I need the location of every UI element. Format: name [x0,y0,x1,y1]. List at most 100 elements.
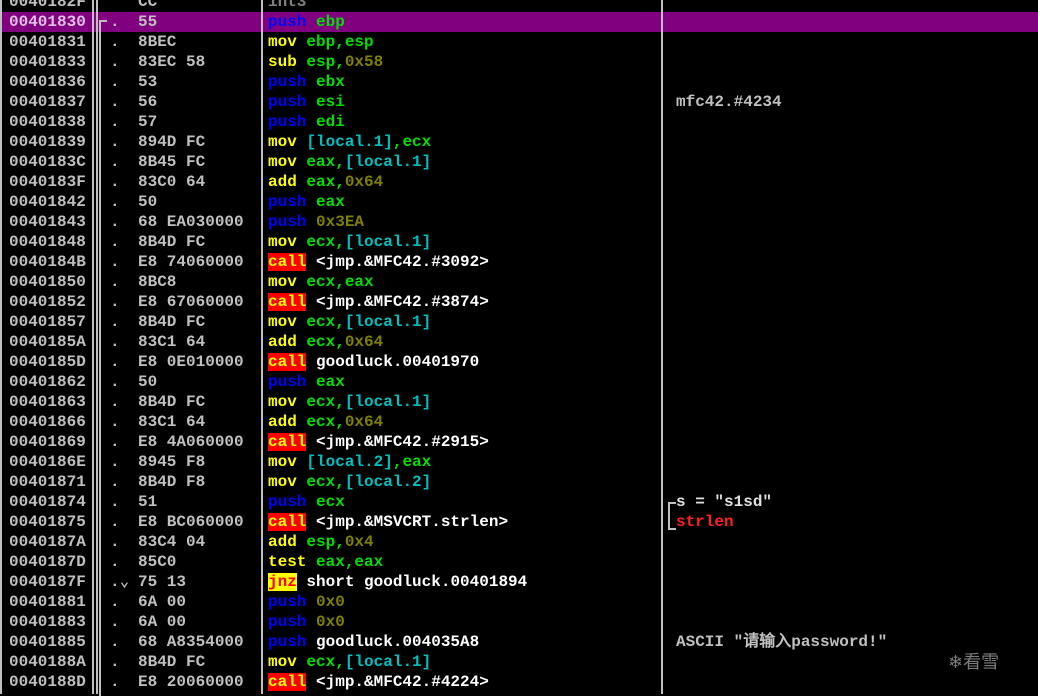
instruction-token: <jmp.&MSVCRT.strlen> [306,513,509,531]
address-cell: 00401838 [9,113,86,131]
hex-dump-cell: 83EC 58 [138,53,206,71]
column-separator-hex[interactable] [261,0,263,694]
table-row[interactable]: 00401866. 83C1 64 add ecx,0x64 [0,412,1038,432]
disassembly-cell: mov ecx,[local.2] [268,472,431,492]
table-row[interactable]: 00401850. 8BC8 mov ecx,eax [0,272,1038,292]
instruction-token: 0x0 [316,593,345,611]
table-row[interactable]: 0040185D. E8 0E010000 call goodluck.004019… [0,352,1038,372]
table-row[interactable]: 00401862. 50 push eax [0,372,1038,392]
jump-marker: . [110,393,120,411]
table-row[interactable]: 00401842. 50 push eax [0,192,1038,212]
table-row[interactable]: 0040185A. 83C1 64 add ecx,0x64 [0,332,1038,352]
address-cell: 0040187F [9,573,86,591]
disassembly-cell: jnz short goodluck.00401894 [268,572,527,592]
hex-dump-cell: 8B4D FC [138,233,206,251]
instruction-token: push [268,193,307,211]
instruction-token: add [268,413,297,431]
column-separator-disasm[interactable] [661,0,663,694]
table-row[interactable]: 00401883. 6A 00 push 0x0 [0,612,1038,632]
table-row[interactable]: 00401852. E8 67060000 call <jmp.&MFC42.#38… [0,292,1038,312]
disassembly-cell: push ecx [268,492,345,512]
address-cell: 00401881 [9,593,86,611]
instruction-token: add [268,533,297,551]
table-row[interactable]: 00401848. 8B4D FC mov ecx,[local.1] [0,232,1038,252]
hex-dump-cell: 8BEC [138,33,177,51]
address-cell: 0040186E [9,453,86,471]
table-row[interactable]: 00401833. 83EC 58 sub esp,0x58 [0,52,1038,72]
address-cell: 00401843 [9,213,86,231]
disassembly-cell: push esi [268,92,345,112]
table-row[interactable]: 00401857. 8B4D FC mov ecx,[local.1] [0,312,1038,332]
hex-dump-cell: 894D FC [138,133,206,151]
table-row[interactable]: 0040187A. 83C4 04 add esp,0x4 [0,532,1038,552]
table-row[interactable]: 00401838. 57 push edi [0,112,1038,132]
jump-marker: . [110,493,120,511]
table-row[interactable]: 00401839. 894D FC mov [local.1],ecx [0,132,1038,152]
table-row[interactable]: 00401869. E8 4A060000 call <jmp.&MFC42.#29… [0,432,1038,452]
hex-dump-cell: 53 [138,73,158,91]
table-row[interactable]: 0040187D. 85C0 test eax,eax [0,552,1038,572]
disassembly-cell: push eax [268,192,345,212]
table-row[interactable]: 00401875. E8 BC060000 call <jmp.&MSVCRT.st… [0,512,1038,532]
table-row[interactable]: 0040184B. E8 74060000 call <jmp.&MFC42.#30… [0,252,1038,272]
instruction-token: [local.1] [344,653,432,671]
table-row[interactable]: 00401881. 6A 00 push 0x0 [0,592,1038,612]
disassembly-cell: push 0x0 [268,612,345,632]
jump-marker: . [110,133,120,151]
table-row[interactable]: 00401874. 51 push ecx s = "s1sd" [0,492,1038,512]
jump-marker: . [110,253,120,271]
hex-dump-cell: 68 EA030000 [138,213,244,231]
table-row[interactable]: 00401843. 68 EA030000 push 0x3EA [0,212,1038,232]
table-row[interactable]: 0040183C. 8B45 FC mov eax,[local.1] [0,152,1038,172]
table-row[interactable]: 00401885. 68 A8354000 push goodluck.004035… [0,632,1038,652]
disassembly-cell: mov ebp,esp [268,32,374,52]
disassembly-cell: call <jmp.&MFC42.#2915> [268,432,489,452]
table-row[interactable]: 0040186E. 8945 F8 mov [local.2],eax [0,452,1038,472]
instruction-token: ebp,esp [296,33,374,51]
instruction-token: mov [268,313,297,331]
table-row[interactable]: 00401830. 55 push ebp [0,12,1038,32]
instruction-token: 0x3EA [316,213,365,231]
table-row[interactable]: 0040182F CC int3 [0,0,1038,12]
table-row[interactable]: 0040188A. 8B4D FC mov ecx,[local.1] [0,652,1038,672]
instruction-token: mov [268,453,297,471]
table-row[interactable]: 00401871. 8B4D F8 mov ecx,[local.2] [0,472,1038,492]
instruction-token: <jmp.&MFC42.#2915> [306,433,489,451]
address-cell: 0040188D [9,673,86,691]
jump-marker: . [110,193,120,211]
table-row[interactable]: 00401863. 8B4D FC mov ecx,[local.1] [0,392,1038,412]
address-cell: 0040187A [9,533,86,551]
table-row[interactable]: 00401837. 56 push esi mfc42.#4234 [0,92,1038,112]
hex-dump-cell: E8 4A060000 [138,433,244,451]
jump-marker: . [110,293,120,311]
instruction-token: [local.1] [306,133,393,151]
table-row[interactable]: 0040183F. 83C0 64 add eax,0x64 [0,172,1038,192]
jump-marker: . [110,213,120,231]
comment-cell: ASCII "请输入password!" [676,633,888,651]
hex-dump-cell: 83C1 64 [138,333,206,351]
hex-dump-cell: 68 A8354000 [138,633,244,651]
instruction-token: call [268,293,307,311]
table-row[interactable]: 00401831. 8BEC mov ebp,esp [0,32,1038,52]
instruction-token: 0x58 [344,53,384,71]
hex-dump-cell: 83C1 64 [138,413,206,431]
hex-dump-cell: E8 BC060000 [138,513,244,531]
disassembly-cell: mov ecx,[local.1] [268,652,431,672]
instruction-token: call [268,673,307,691]
instruction-token: ebp [306,13,345,31]
hex-dump-cell: E8 20060000 [138,673,244,691]
call-args-bracket-bottom [668,512,676,530]
instruction-token: eax, [296,173,345,191]
table-row[interactable]: 0040187F .⌄ 75 13 jnz short goodluck.004018… [0,572,1038,592]
column-separator-jumppath[interactable] [96,0,98,694]
column-separator-address[interactable] [92,0,94,694]
address-cell: 00401850 [9,273,86,291]
jump-marker: . [110,413,120,431]
disassembly-cell: push goodluck.004035A8 [268,632,479,652]
instruction-token: [local.2] [344,473,432,491]
instruction-token: goodluck.00401970 [306,353,480,371]
jump-marker: . [110,553,120,571]
table-row[interactable]: 0040188D. E8 20060000 call <jmp.&MFC42.#42… [0,672,1038,692]
table-row[interactable]: 00401836. 53 push ebx [0,72,1038,92]
